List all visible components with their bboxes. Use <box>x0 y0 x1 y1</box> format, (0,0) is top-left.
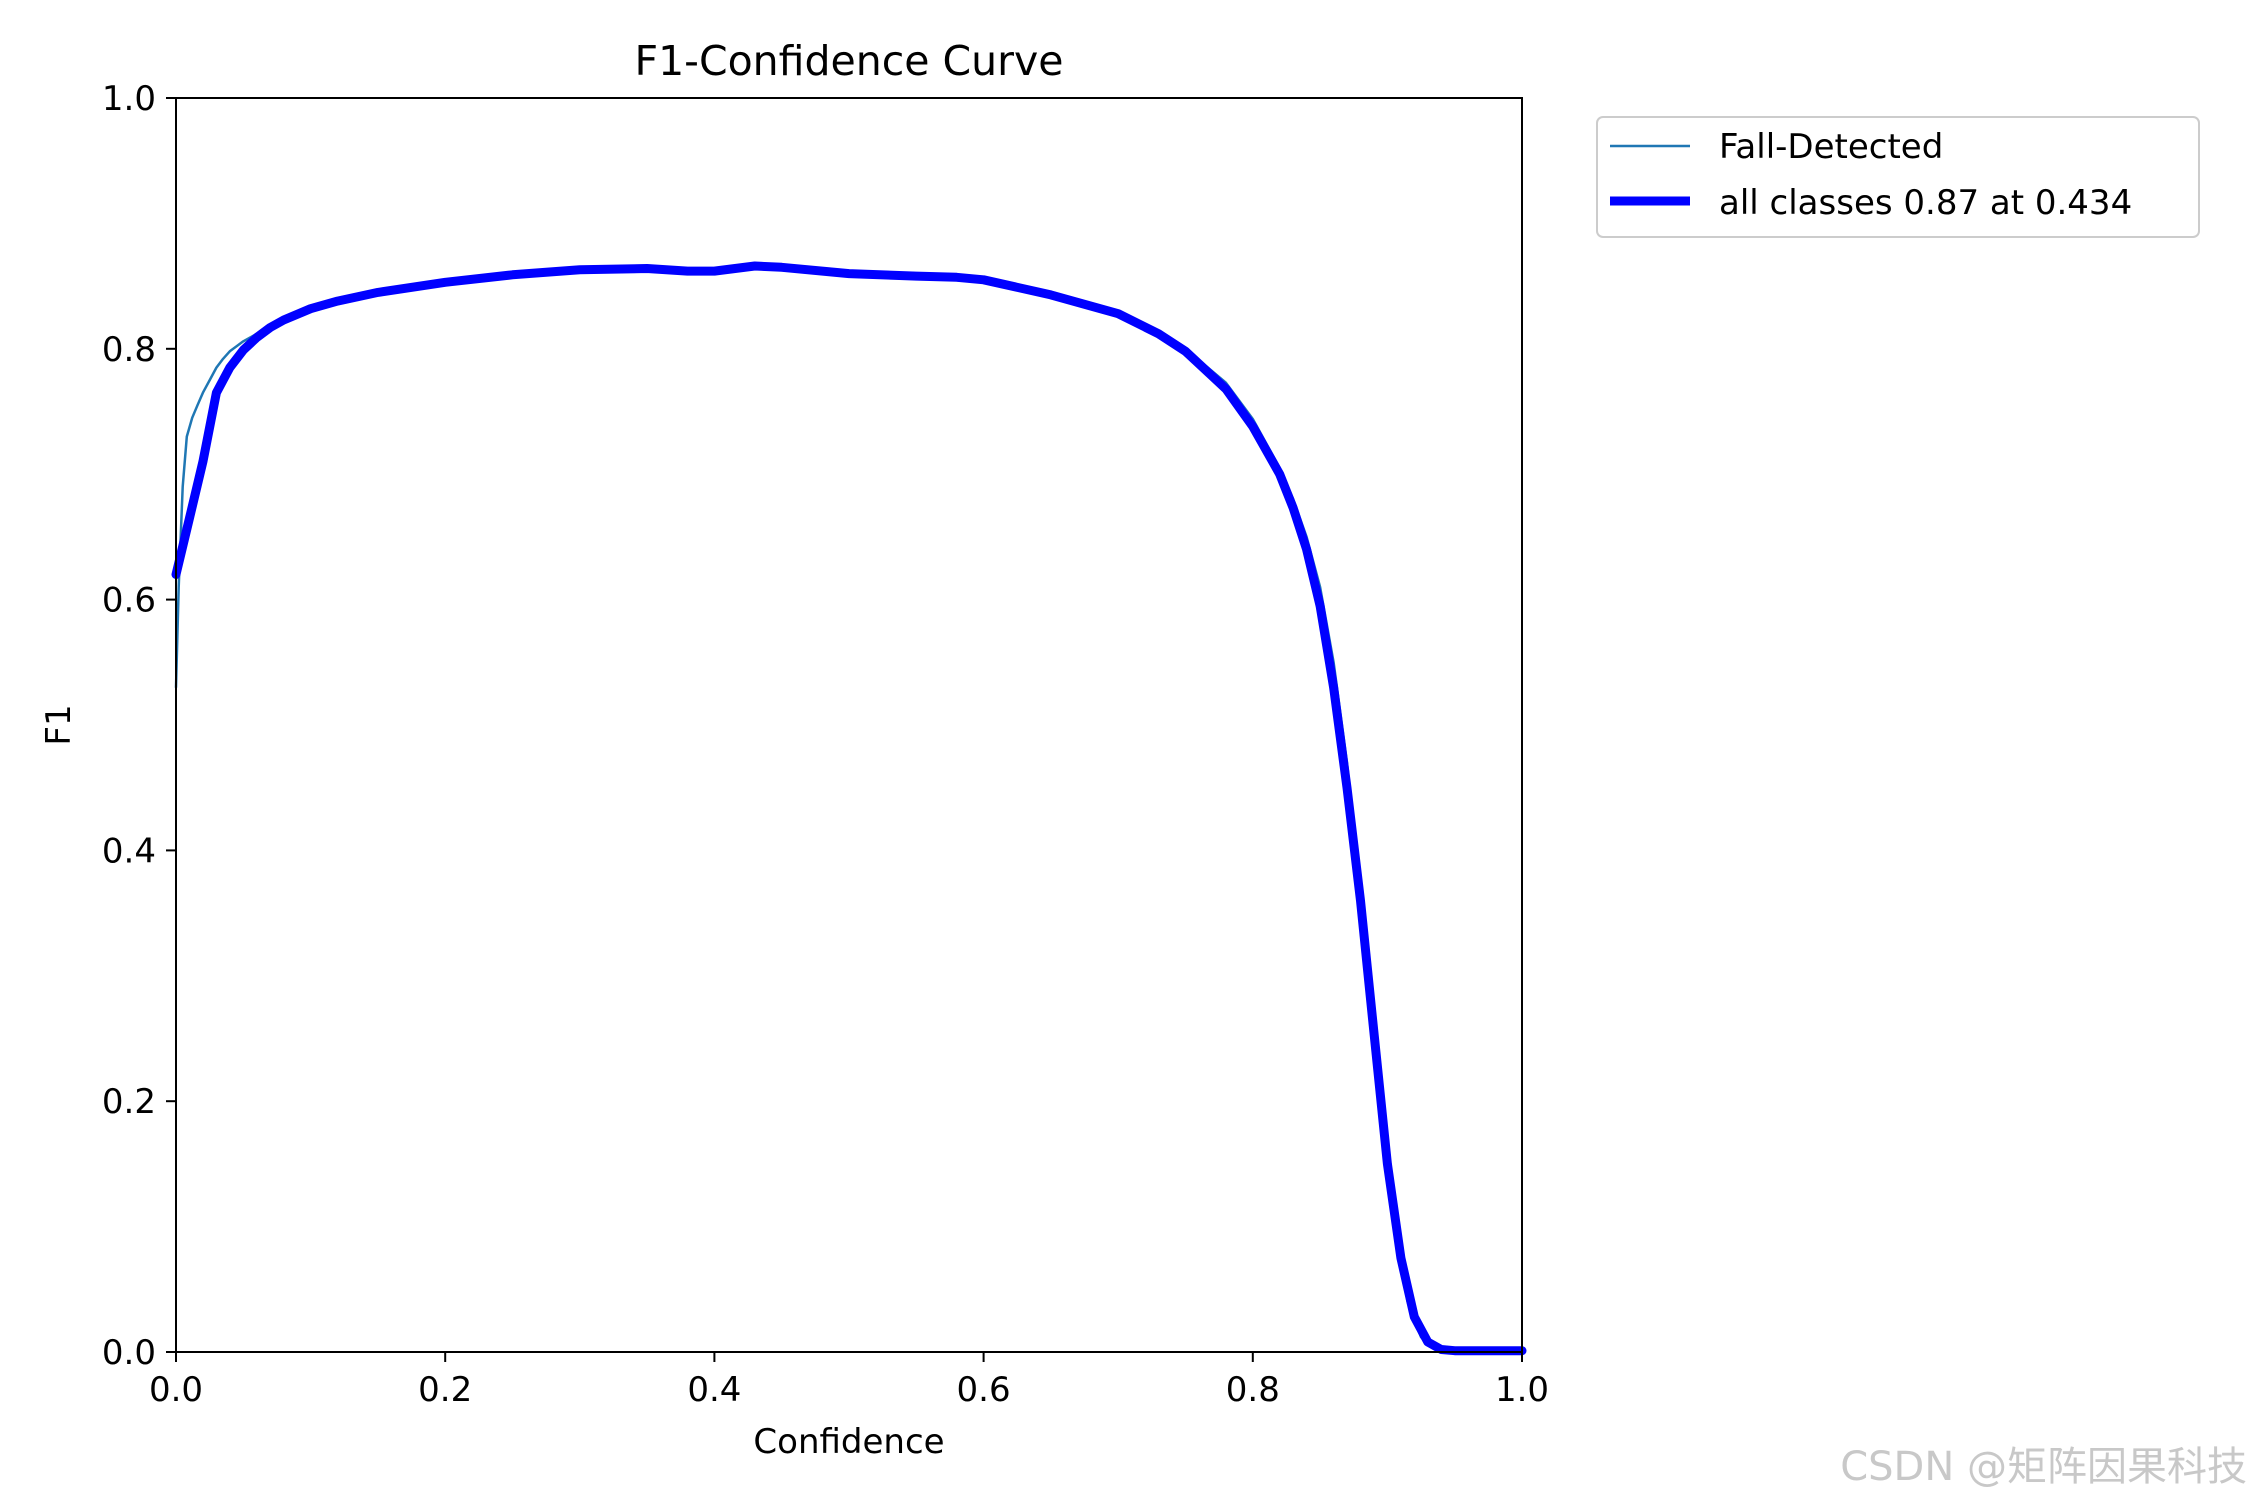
x-tick-label: 0.2 <box>418 1370 472 1410</box>
x-tick-label: 0.6 <box>957 1370 1011 1410</box>
series-line-all-classes <box>171 261 1527 1356</box>
y-axis-ticks: 0.0 0.2 0.4 0.6 0.8 1.0 <box>102 79 176 1373</box>
plot-frame <box>175 97 1523 1353</box>
x-axis-ticks: 0.0 0.2 0.4 0.6 0.8 1.0 <box>149 1352 1549 1410</box>
y-tick-label: 0.8 <box>102 330 156 370</box>
legend-label-fall-detected: Fall-Detected <box>1719 127 1943 167</box>
x-tick-label: 0.8 <box>1226 1370 1280 1410</box>
y-axis-label: F1 <box>39 704 79 745</box>
x-tick-label: 0.0 <box>149 1370 203 1410</box>
watermark-text: CSDN @矩阵因果科技 <box>1840 1444 2247 1490</box>
y-tick-label: 0.2 <box>102 1082 156 1122</box>
series-group <box>171 261 1527 1356</box>
x-tick-label: 0.4 <box>687 1370 741 1410</box>
chart-title: F1-Confidence Curve <box>635 37 1064 85</box>
y-tick-label: 0.4 <box>102 831 156 871</box>
legend-box <box>1596 116 2200 238</box>
x-tick-label: 1.0 <box>1495 1370 1549 1410</box>
legend: Fall-Detected all classes 0.87 at 0.434 <box>1596 116 2200 238</box>
y-tick-label: 1.0 <box>102 79 156 119</box>
legend-label-all-classes: all classes 0.87 at 0.434 <box>1719 183 2132 223</box>
plot-area <box>171 97 1527 1356</box>
y-tick-label: 0.0 <box>102 1333 156 1373</box>
y-tick-label: 0.6 <box>102 581 156 621</box>
x-axis-label: Confidence <box>753 1422 944 1462</box>
